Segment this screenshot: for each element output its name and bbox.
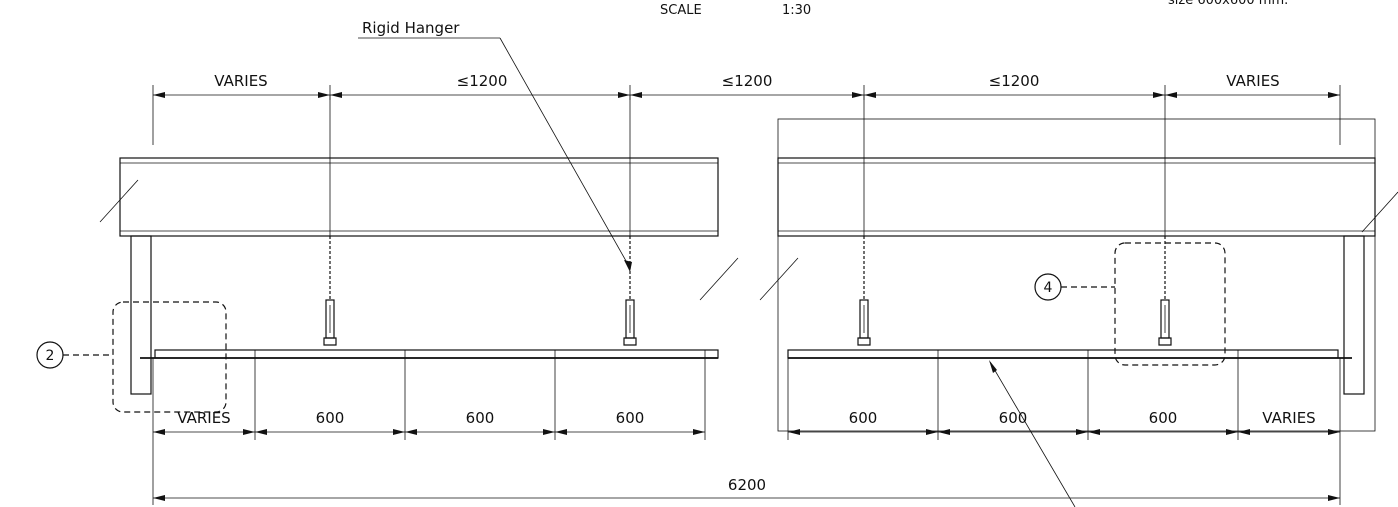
break-line-mid-1 — [699, 257, 739, 301]
top-dim-3: ≤1200 — [722, 72, 773, 90]
wall-left — [130, 235, 152, 395]
top-dim-4: ≤1200 — [989, 72, 1040, 90]
panel-callout-leader — [989, 361, 1076, 507]
top-dimension-chain — [152, 85, 1341, 145]
ceiling-panels-left — [140, 349, 719, 359]
top-dim-1: VARIES — [214, 72, 267, 90]
break-line-mid-2 — [759, 257, 799, 301]
bottom-dimension-chain — [153, 429, 1340, 435]
bottom-dim-2: 600 — [316, 409, 345, 427]
break-line-right-slab — [1361, 191, 1398, 233]
overall-dimension-label: 6200 — [728, 476, 766, 494]
rigid-hanger-leader — [499, 37, 631, 269]
size-note: size 600x600 mm. — [1168, 0, 1288, 8]
detail-2-boundary — [112, 301, 227, 413]
ceiling-panels-right — [787, 349, 1352, 359]
hanger-1 — [323, 95, 337, 346]
wall-right — [1343, 235, 1365, 395]
bottom-dim-7: 600 — [1149, 409, 1178, 427]
rigid-hanger-arrow — [624, 260, 632, 272]
right-panel-frame — [777, 118, 1376, 432]
top-dim-5: VARIES — [1226, 72, 1279, 90]
concrete-slab-left — [119, 157, 719, 237]
bottom-dim-1: VARIES — [177, 409, 230, 427]
scale-label: SCALE — [660, 3, 702, 18]
bottom-dim-8: VARIES — [1262, 409, 1315, 427]
hanger-4 — [1158, 95, 1172, 346]
panel-joint-lines — [152, 350, 1341, 505]
hanger-2 — [623, 95, 637, 346]
concrete-slab-right — [777, 157, 1376, 237]
bottom-dim-4: 600 — [616, 409, 645, 427]
bottom-dim-3: 600 — [466, 409, 495, 427]
hanger-3 — [857, 95, 871, 346]
top-dim-2: ≤1200 — [457, 72, 508, 90]
detail-4-number: 4 — [1044, 280, 1053, 296]
overall-dimension-line — [153, 495, 1340, 501]
break-line-left-slab — [99, 179, 139, 223]
detail-2-number: 2 — [46, 348, 55, 364]
bottom-dim-5: 600 — [849, 409, 878, 427]
detail-4-boundary — [1114, 242, 1226, 366]
rigid-hanger-label: Rigid Hanger — [362, 19, 460, 37]
panel-callout-arrow — [989, 360, 997, 373]
scale-value: 1:30 — [782, 3, 811, 18]
